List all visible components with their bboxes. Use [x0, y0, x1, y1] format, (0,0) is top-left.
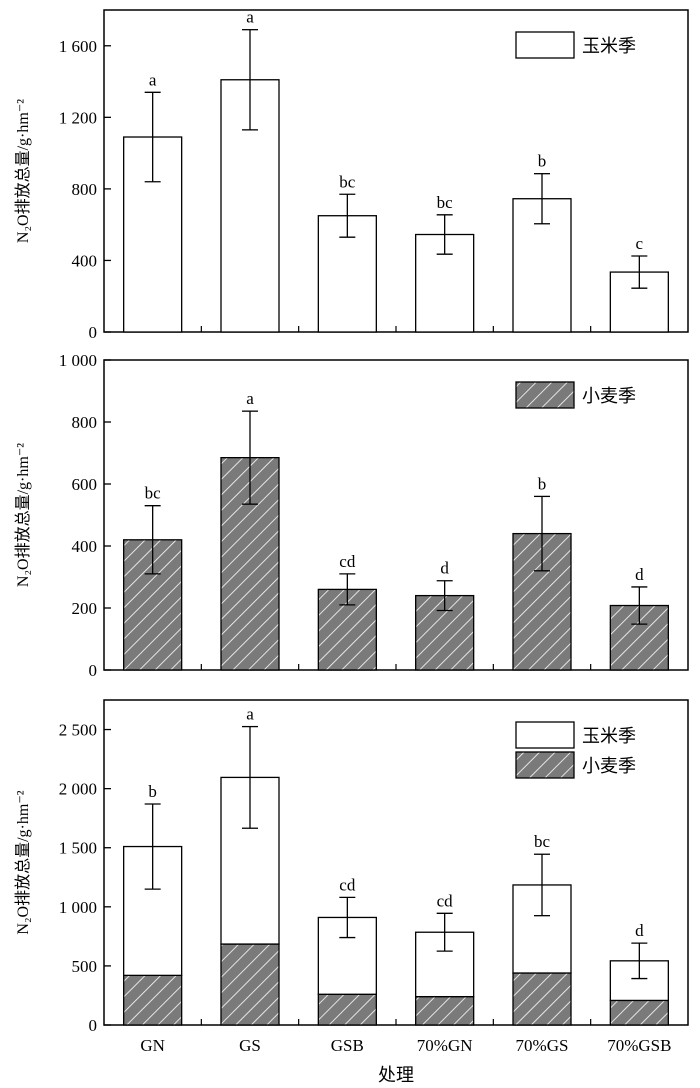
y-tick-label: 1 500	[59, 839, 97, 858]
y-tick-label: 800	[72, 180, 98, 199]
x-tick-label: 70%GS	[516, 1036, 569, 1055]
chart-panel-3: 0 500 1 000 1 500 2 000 2 500 N₂O排放总量/g·hm⁻² b a…	[14, 699, 689, 1085]
bar-hatched	[220, 943, 280, 1026]
y-tick-label: 1 000	[59, 351, 97, 370]
significance-label: d	[440, 559, 449, 578]
y-tick-label: 600	[72, 475, 98, 494]
x-tick-label: 70%GN	[417, 1036, 473, 1055]
y-tick-label: 800	[72, 413, 98, 432]
y-tick-label: 400	[72, 251, 98, 270]
chart-panel-2: 0 200 400 600 800 1 000 N₂O排放总量/g·hm⁻² bc a cd d b d…	[14, 351, 689, 680]
x-tick-label: GSB	[331, 1036, 364, 1055]
significance-label: cd	[339, 875, 356, 894]
significance-label: c	[636, 234, 644, 253]
plot-frame	[103, 9, 689, 333]
significance-label: d	[635, 565, 644, 584]
y-tick-label: 0	[89, 1016, 98, 1035]
significance-label: a	[246, 705, 254, 724]
y-axis-label: N₂O排放总量/g·hm⁻²	[14, 443, 32, 587]
bar-hatched	[415, 995, 475, 1026]
significance-label: cd	[339, 552, 356, 571]
y-axis-label: N₂O排放总量/g·hm⁻²	[14, 99, 32, 243]
plot-frame	[103, 699, 689, 1026]
bar-hatched	[123, 974, 183, 1026]
y-tick-label: 2 000	[59, 780, 97, 799]
y-tick-label: 0	[89, 661, 98, 680]
y-tick-label: 200	[72, 599, 98, 618]
significance-label: b	[538, 152, 547, 171]
y-tick-label: 400	[72, 537, 98, 556]
bar-white	[609, 960, 669, 1002]
x-tick-label: 70%GSB	[607, 1036, 671, 1055]
significance-label: a	[246, 8, 254, 27]
legend-swatch	[515, 751, 575, 779]
y-tick-label: 1 600	[59, 37, 97, 56]
significance-label: d	[635, 921, 644, 940]
legend-swatch	[515, 721, 575, 749]
significance-label: bc	[437, 193, 454, 212]
legend-label: 小麦季	[582, 756, 636, 776]
legend-swatch	[515, 31, 575, 59]
significance-label: bc	[339, 172, 356, 191]
y-tick-label: 1 000	[59, 898, 97, 917]
significance-label: b	[538, 474, 547, 493]
significance-label: bc	[145, 484, 162, 503]
bar-hatched	[512, 972, 572, 1026]
bar-white	[317, 215, 377, 333]
y-tick-label: 500	[72, 957, 98, 976]
significance-label: b	[148, 782, 157, 801]
significance-label: bc	[534, 832, 551, 851]
significance-label: a	[149, 70, 157, 89]
significance-label: cd	[437, 891, 454, 910]
y-tick-label: 0	[89, 323, 98, 342]
y-tick-label: 2 500	[59, 721, 97, 740]
y-axis-label: N₂O排放总量/g·hm⁻²	[14, 790, 32, 934]
legend-label: 小麦季	[582, 386, 636, 406]
plot-frame	[103, 359, 689, 671]
legend-label: 玉米季	[582, 36, 636, 56]
significance-label: a	[246, 389, 254, 408]
x-axis-label: 处理	[378, 1065, 414, 1085]
legend-swatch	[515, 381, 575, 409]
bar-hatched	[317, 993, 377, 1026]
y-tick-label: 1 200	[59, 108, 97, 127]
bar-hatched	[609, 999, 669, 1026]
x-tick-label: GN	[140, 1036, 165, 1055]
legend-label: 玉米季	[582, 726, 636, 746]
x-tick-label: GS	[239, 1036, 261, 1055]
